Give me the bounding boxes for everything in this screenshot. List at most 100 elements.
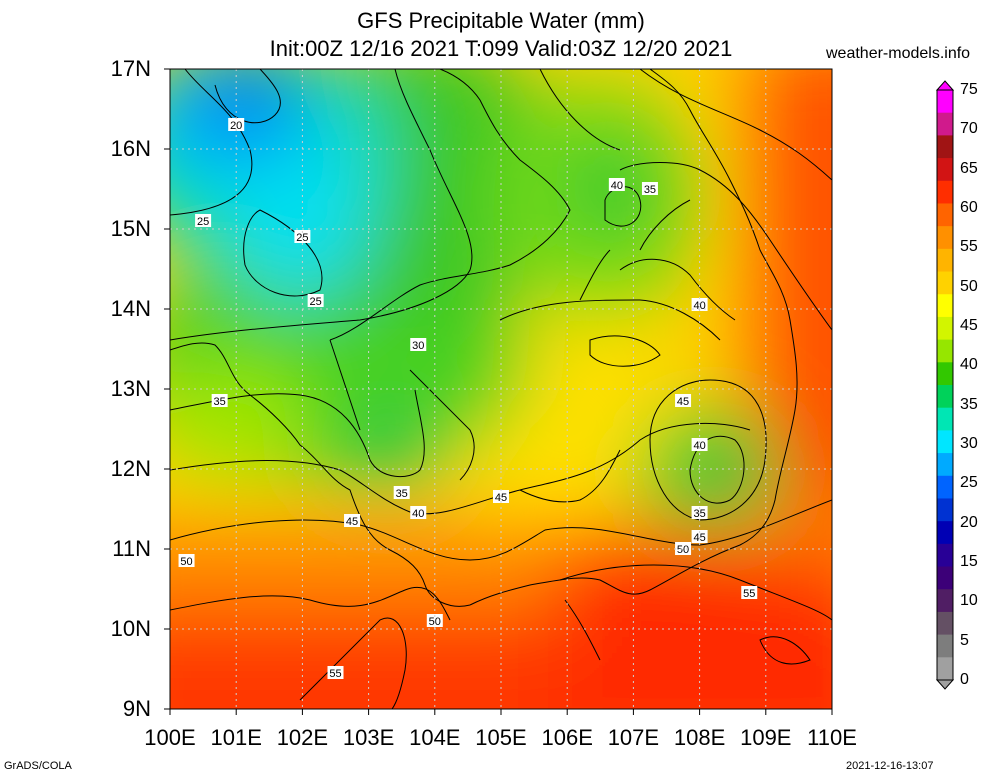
svg-text:45: 45 bbox=[677, 396, 689, 408]
colorbar-segment bbox=[937, 407, 953, 431]
lon-label: 108E bbox=[673, 725, 726, 750]
lon-label: 104E bbox=[409, 725, 461, 750]
coastlines-borders bbox=[170, 69, 798, 661]
svg-text:50: 50 bbox=[677, 544, 689, 556]
contour-label: 40 bbox=[410, 506, 427, 520]
colorbar-segment bbox=[937, 112, 953, 136]
lon-label: 109E bbox=[740, 725, 792, 750]
lat-label: 11N bbox=[112, 536, 151, 561]
lon-label: 110E bbox=[807, 725, 857, 750]
contour-label: 30 bbox=[410, 338, 427, 352]
contour-label: 55 bbox=[327, 666, 344, 680]
axis-ticks bbox=[164, 68, 833, 715]
colorbar-segment bbox=[937, 226, 953, 250]
lon-label: 103E bbox=[342, 725, 395, 750]
svg-text:45: 45 bbox=[495, 492, 507, 504]
svg-text:55: 55 bbox=[743, 588, 755, 600]
colorbar-segment bbox=[937, 294, 953, 318]
lat-label: 16N bbox=[110, 136, 151, 161]
colorbar-segment bbox=[937, 90, 953, 114]
svg-text:25: 25 bbox=[197, 216, 209, 228]
colorbar-label: 45 bbox=[960, 317, 978, 334]
colorbar-segment bbox=[937, 158, 953, 182]
contour-label: 40 bbox=[608, 178, 625, 192]
colorbar-label: 20 bbox=[960, 513, 978, 531]
colorbar-segment bbox=[937, 180, 953, 204]
colorbar-segment bbox=[937, 634, 953, 658]
colorbar-segment bbox=[937, 453, 953, 477]
colorbar-segment bbox=[937, 248, 953, 273]
svg-text:40: 40 bbox=[693, 440, 705, 452]
colorbar-min-arrow bbox=[935, 679, 955, 690]
colorbar-segment bbox=[937, 271, 953, 295]
lon-label: 106E bbox=[541, 725, 593, 750]
colorbar-segment bbox=[937, 475, 953, 499]
colorbar-segment bbox=[937, 611, 953, 636]
colorbar-segment bbox=[937, 430, 953, 454]
svg-text:40: 40 bbox=[611, 180, 623, 192]
colorbar-segment bbox=[937, 135, 953, 159]
contour-label: 35 bbox=[691, 506, 708, 520]
lon-label: 105E bbox=[475, 725, 527, 750]
contour-label: 55 bbox=[741, 586, 758, 600]
contour-label: 25 bbox=[195, 214, 212, 228]
contour-lines bbox=[170, 69, 832, 709]
lat-label: 10N bbox=[110, 616, 151, 641]
contour-label: 35 bbox=[211, 394, 228, 408]
colorbar-label: 5 bbox=[960, 631, 969, 649]
colorbar-label: 35 bbox=[960, 395, 978, 413]
colorbar-segment bbox=[937, 657, 953, 681]
svg-text:25: 25 bbox=[310, 296, 322, 308]
svg-text:40: 40 bbox=[693, 300, 705, 312]
colorbar-segment bbox=[937, 543, 953, 568]
colorbar-segment bbox=[937, 566, 953, 590]
svg-text:35: 35 bbox=[396, 488, 408, 500]
colorbar-label: 65 bbox=[960, 159, 978, 177]
lat-label: 13N bbox=[110, 376, 151, 401]
svg-text:30: 30 bbox=[412, 340, 424, 352]
contour-label: 45 bbox=[675, 394, 692, 408]
svg-text:20: 20 bbox=[230, 120, 242, 132]
footer-right: 2021-12-16-13:07 bbox=[846, 760, 934, 772]
lon-label: 107E bbox=[607, 725, 660, 750]
colorbar-label: 50 bbox=[960, 277, 978, 295]
colorbar-segment bbox=[937, 362, 953, 386]
colorbar-label: 40 bbox=[960, 356, 978, 374]
contour-label: 35 bbox=[393, 486, 410, 500]
contour-label: 50 bbox=[178, 554, 195, 568]
colorbar bbox=[935, 80, 955, 690]
graticule bbox=[170, 69, 832, 709]
colorbar-segment bbox=[937, 521, 953, 545]
colorbar-label: 15 bbox=[960, 553, 978, 570]
colorbar-segment bbox=[937, 385, 953, 409]
svg-text:35: 35 bbox=[214, 396, 226, 408]
lon-label: 102E bbox=[276, 725, 329, 750]
svg-text:55: 55 bbox=[329, 668, 341, 680]
colorbar-label: 25 bbox=[960, 474, 978, 492]
colorbar-label: 30 bbox=[960, 435, 978, 452]
colorbar-segment bbox=[937, 316, 953, 341]
footer-left: GrADS/COLA bbox=[4, 760, 72, 772]
contour-label: 40 bbox=[691, 438, 708, 452]
contour-label: 25 bbox=[307, 294, 324, 308]
lon-label: 101E bbox=[210, 725, 262, 750]
contour-label: 50 bbox=[675, 542, 692, 556]
lat-label: 14N bbox=[110, 296, 151, 321]
lon-label: 100E bbox=[144, 725, 196, 750]
colorbar-segment bbox=[937, 498, 953, 522]
lat-label: 12N bbox=[110, 456, 151, 481]
svg-text:40: 40 bbox=[412, 508, 424, 520]
svg-text:45: 45 bbox=[346, 516, 358, 528]
colorbar-segment bbox=[937, 339, 953, 363]
map-subtitle: Init:00Z 12/16 2021 T:099 Valid:03Z 12/2… bbox=[269, 36, 733, 61]
colorbar-label: 55 bbox=[960, 238, 978, 256]
contour-label: 45 bbox=[344, 514, 361, 528]
colorbar-label: 10 bbox=[960, 592, 978, 610]
colorbar-label: 0 bbox=[960, 671, 969, 688]
map-title: GFS Precipitable Water (mm) bbox=[357, 8, 645, 33]
colorbar-max-arrow bbox=[935, 80, 955, 91]
colorbar-segment bbox=[937, 203, 953, 227]
